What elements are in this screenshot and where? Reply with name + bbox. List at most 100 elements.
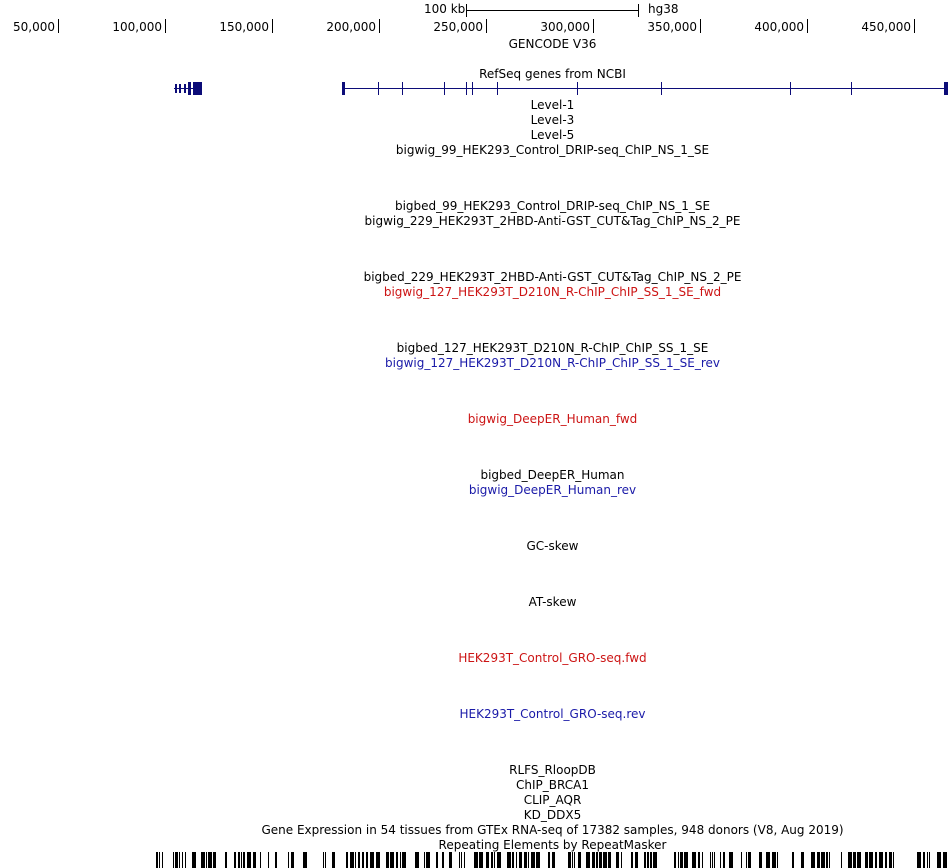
repeat-element (390, 852, 394, 868)
ruler-label-6: 350,000 (647, 20, 697, 34)
track-label-rlfs[interactable]: RLFS_RloopDB (509, 763, 596, 777)
track-label-aqr[interactable]: CLIP_AQR (523, 793, 582, 807)
repeat-element (358, 852, 360, 868)
repeat-element (817, 852, 820, 868)
repeat-element (714, 852, 715, 868)
repeat-element (603, 852, 607, 868)
repeat-element (459, 852, 460, 868)
repeat-element (491, 852, 493, 868)
repeat-element (857, 852, 861, 868)
track-label-gro-fwd[interactable]: HEK293T_Control_GRO-seq.fwd (458, 651, 647, 665)
repeat-element (524, 852, 527, 868)
track-label-gro-rev[interactable]: HEK293T_Control_GRO-seq.rev (459, 707, 646, 721)
track-label-at-skew[interactable]: AT-skew (528, 595, 577, 609)
repeat-element (208, 852, 212, 868)
track-label-bigbed229[interactable]: bigbed_229_HEK293T_2HBD-Anti-GST_CUT&Tag… (363, 270, 742, 284)
track-label-deeper-rev[interactable]: bigwig_DeepER_Human_rev (468, 483, 637, 497)
repeat-element (362, 852, 364, 868)
ruler-tick-8 (914, 19, 915, 33)
track-label-rmsk[interactable]: Repeating Elements by RepeatMasker (438, 838, 667, 852)
repeat-element (889, 852, 892, 868)
repeat-element (741, 852, 742, 868)
repeat-element (288, 852, 289, 868)
repeat-element (929, 852, 930, 868)
repeat-element (841, 852, 842, 868)
repeat-element (225, 852, 227, 868)
repeat-element (159, 852, 160, 868)
repeat-element (759, 852, 762, 868)
repeat-element (811, 852, 815, 868)
track-label-level3[interactable]: Level-3 (530, 113, 575, 127)
track-label-bigbed127[interactable]: bigbed_127_HEK293T_D210N_R-ChIP_ChIP_SS_… (396, 341, 709, 355)
track-label-gencode[interactable]: GENCODE V36 (508, 37, 597, 51)
repeat-element (192, 852, 196, 868)
ruler-tick-1 (165, 19, 166, 33)
repeatmasker-track[interactable] (156, 852, 947, 868)
repeat-element (512, 852, 514, 868)
ruler-label-5: 300,000 (540, 20, 590, 34)
repeat-element (275, 852, 277, 868)
repeat-element (370, 852, 374, 868)
track-label-brca1[interactable]: ChIP_BRCA1 (516, 778, 589, 792)
repeat-element (702, 852, 703, 868)
repeat-element (766, 852, 770, 868)
repeat-element (631, 852, 633, 868)
repeat-element (323, 852, 324, 868)
track-label-level1[interactable]: Level-1 (530, 98, 575, 112)
repeat-element (415, 852, 419, 868)
repeat-element (464, 852, 465, 868)
repeat-element (621, 852, 622, 868)
repeat-element (355, 852, 356, 868)
repeat-element (179, 852, 180, 868)
repeat-element (772, 852, 776, 868)
repeat-element (596, 852, 598, 868)
track-label-refseq[interactable]: RefSeq genes from NCBI (479, 67, 626, 81)
gene-model-long[interactable] (342, 82, 948, 95)
repeat-element (548, 852, 550, 868)
ruler-label-4: 250,000 (433, 20, 483, 34)
track-label-bigwig229[interactable]: bigwig_229_HEK293T_2HBD-Anti-GST_CUT&Tag… (364, 214, 741, 228)
repeat-element (927, 852, 928, 868)
repeat-element (449, 852, 452, 868)
track-label-bigwig127fwd[interactable]: bigwig_127_HEK293T_D210N_R-ChIP_ChIP_SS_… (383, 285, 722, 299)
track-label-gtex[interactable]: Gene Expression in 54 tissues from GTEx … (261, 823, 844, 837)
repeat-element (572, 852, 573, 868)
gene-model-left[interactable] (174, 82, 202, 95)
ruler-tick-3 (379, 19, 380, 33)
repeat-element (848, 852, 852, 868)
track-label-level5[interactable]: Level-5 (530, 128, 575, 142)
repeat-element (829, 852, 830, 868)
track-label-bigwig99[interactable]: bigwig_99_HEK293_Control_DRIP-seq_ChIP_N… (395, 143, 710, 157)
ruler-tick-2 (272, 19, 273, 33)
ruler-tick-7 (807, 19, 808, 33)
repeat-element (879, 852, 883, 868)
repeat-element (680, 852, 683, 868)
repeat-element (206, 852, 207, 868)
repeat-element (865, 852, 868, 868)
track-label-bigwig127rev[interactable]: bigwig_127_HEK293T_D210N_R-ChIP_ChIP_SS_… (385, 356, 720, 370)
repeat-element (156, 852, 158, 868)
repeat-element (692, 852, 696, 868)
repeat-element (746, 852, 747, 868)
repeat-element (332, 852, 335, 868)
repeat-element (893, 852, 894, 868)
track-label-ddx5[interactable]: KD_DDX5 (523, 808, 582, 822)
track-label-deeper-fwd[interactable]: bigwig_DeepER_Human_fwd (467, 412, 638, 426)
repeat-element (592, 852, 595, 868)
ruler-label-8: 450,000 (861, 20, 911, 34)
track-label-bigbed99[interactable]: bigbed_99_HEK293_Control_DRIP-seq_ChIP_N… (394, 199, 711, 213)
track-label-gc-skew[interactable]: GC-skew (526, 539, 579, 553)
repeat-element (885, 852, 887, 868)
repeat-element (519, 852, 522, 868)
repeat-element (684, 852, 688, 868)
repeat-element (528, 852, 529, 868)
ruler-tick-5 (593, 19, 594, 33)
repeat-element (821, 852, 825, 868)
repeat-element (303, 852, 307, 868)
repeat-element (474, 852, 478, 868)
repeat-element (748, 852, 751, 868)
repeat-element (400, 852, 401, 868)
scale-bar (466, 4, 639, 17)
track-label-deeper-bed[interactable]: bigbed_DeepER_Human (480, 468, 625, 482)
